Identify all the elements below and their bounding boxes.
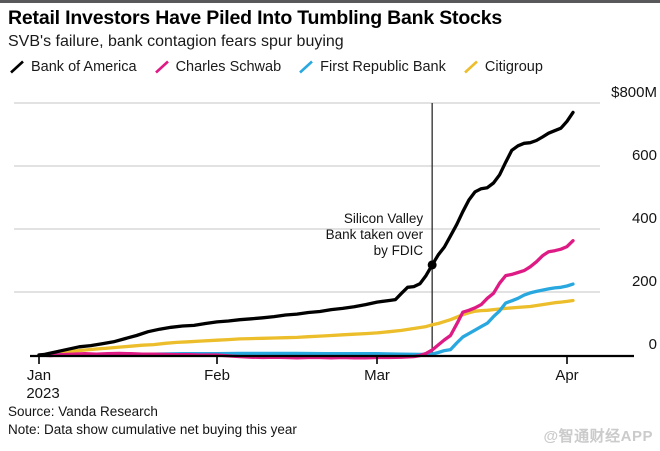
legend-item-bank-of-america: Bank of America [9, 59, 137, 75]
source-text: Source: Vanda Research [8, 404, 158, 419]
legend-item-citigroup: Citigroup [463, 59, 543, 75]
legend-label: First Republic Bank [320, 59, 446, 75]
slash-marker-icon [154, 60, 169, 74]
legend-item-first-republic-bank: First Republic Bank [298, 59, 446, 75]
page-subtitle: SVB's failure, bank contagion fears spur… [8, 33, 344, 50]
legend-label: Citigroup [484, 59, 543, 75]
top-border [0, 0, 660, 3]
svg-text:Apr: Apr [555, 367, 578, 384]
svg-text:2023: 2023 [26, 385, 59, 402]
svg-text:Mar: Mar [364, 367, 390, 384]
legend-item-charles-schwab: Charles Schwab [154, 59, 282, 75]
legend: Bank of America Charles Schwab First Rep… [9, 59, 543, 75]
slash-marker-icon [10, 60, 24, 74]
svg-text:Bank taken over: Bank taken over [326, 227, 424, 242]
svg-text:Jan: Jan [27, 367, 51, 384]
svg-text:400: 400 [632, 210, 657, 227]
svg-text:200: 200 [632, 273, 657, 290]
svg-text:600: 600 [632, 147, 657, 164]
page-title: Retail Investors Have Piled Into Tumblin… [8, 7, 502, 29]
watermark: @智通财经APP [543, 428, 653, 445]
slash-marker-icon [299, 60, 314, 74]
svg-text:Feb: Feb [204, 367, 230, 384]
note-text: Note: Data show cumulative net buying th… [8, 422, 297, 437]
svg-text:0: 0 [649, 336, 657, 353]
svg-text:by FDIC: by FDIC [374, 243, 424, 258]
svg-text:$800M: $800M [611, 84, 657, 101]
slash-marker-icon [463, 60, 478, 74]
svg-text:Silicon Valley: Silicon Valley [344, 211, 424, 226]
legend-label: Charles Schwab [175, 59, 282, 75]
legend-label: Bank of America [31, 59, 137, 75]
